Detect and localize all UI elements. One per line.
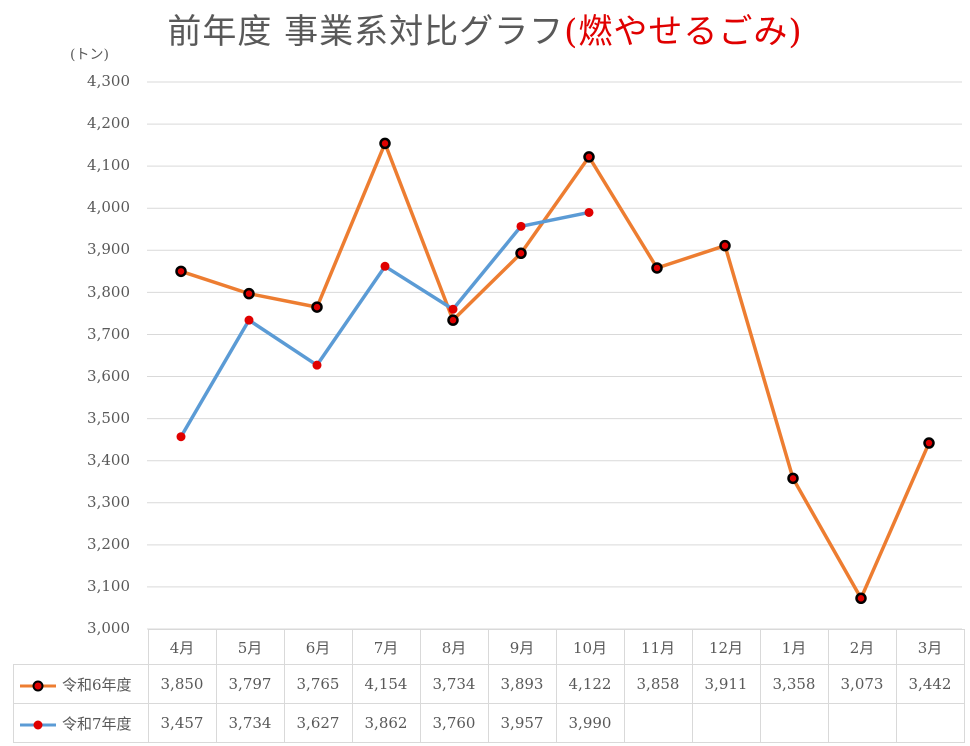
data-point-marker [515,247,527,260]
month-header: 5月 [215,629,285,665]
data-point-marker [787,472,799,485]
y-tick-label: 3,600 [87,366,130,385]
legend-key-blue-icon [20,720,56,729]
value-cell [691,703,761,743]
month-header: 6月 [283,629,353,665]
data-point-marker [243,287,255,300]
chart-title: 前年度 事業系対比グラフ(燃やせるごみ) [0,4,970,53]
data-point-marker [923,437,935,449]
series-label-r6: 令和6年度 [13,664,149,704]
series-label-text: 令和6年度 [62,675,132,694]
data-point-marker [175,265,187,278]
value-cell: 3,734 [215,703,285,743]
value-cell: 3,442 [895,664,965,704]
value-cell: 3,627 [283,703,353,743]
value-cell: 3,893 [487,664,557,704]
data-table-row-r7: 令和7年度 3,457 3,734 3,627 3,862 3,760 3,957 3,99… [13,703,965,743]
value-cell: 4,122 [555,664,625,704]
data-point-marker [584,207,594,217]
month-header: 1月 [759,629,829,665]
y-tick-label: 3,500 [87,408,130,427]
y-tick-label: 3,100 [87,577,130,596]
y-tick-label: 4,300 [87,72,130,90]
value-cell [759,703,829,743]
y-tick-label: 3,700 [87,324,130,343]
value-cell [623,703,693,743]
data-point-marker [244,315,254,325]
y-tick-label: 3,400 [87,450,130,469]
value-cell: 3,457 [147,703,217,743]
data-point-marker [448,304,458,314]
data-point-marker [516,221,526,231]
data-point-marker [380,261,390,271]
value-cell [827,703,897,743]
data-point-marker [855,592,867,605]
value-cell: 3,358 [759,664,829,704]
month-header: 2月 [827,629,897,665]
value-cell: 3,734 [419,664,489,704]
data-point-marker [447,314,459,326]
value-cell: 3,957 [487,703,557,743]
y-tick-label: 3,900 [87,240,130,259]
y-tick-label: 3,300 [87,493,130,511]
y-axis-unit-label: (トン) [70,47,109,63]
series-label-text: 令和7年度 [62,714,132,733]
data-table-header-row: 4月 5月 6月 7月 8月 9月 10月 11月 12月 1月 2月 3月 [13,629,965,665]
month-header: 11月 [623,629,693,665]
value-cell: 3,850 [147,664,217,704]
value-cell: 3,858 [623,664,693,704]
data-point-marker [651,262,663,274]
data-table-row-r6: 令和6年度 3,850 3,797 3,765 4,154 3,734 3,893 4,12… [13,664,965,704]
data-point-marker [719,239,731,252]
chart-title-main: 前年度 事業系対比グラフ [167,12,565,52]
data-table: 4月 5月 6月 7月 8月 9月 10月 11月 12月 1月 2月 3月 令和6年度 3,850 3… [13,629,965,743]
data-point-marker [176,432,186,442]
data-point-marker [311,301,323,313]
y-tick-label: 3,800 [87,282,130,301]
y-tick-label: 4,200 [87,114,130,133]
month-header: 10月 [555,629,625,665]
value-cell: 3,073 [827,664,897,704]
y-tick-label: 3,200 [87,535,130,554]
value-cell: 3,990 [555,703,625,743]
value-cell: 3,911 [691,664,761,704]
value-cell: 4,154 [351,664,421,704]
legend-key-orange-icon [20,680,56,691]
series-label-r7: 令和7年度 [13,703,149,743]
month-header: 3月 [895,629,965,665]
chart-title-accent: (燃やせるごみ) [564,12,803,52]
y-tick-label: 4,000 [87,198,130,217]
y-tick-label: 4,100 [87,156,130,175]
month-header: 7月 [351,629,421,665]
month-header: 8月 [419,629,489,665]
value-cell: 3,797 [215,664,285,704]
data-point-marker [312,360,322,370]
value-cell: 3,862 [351,703,421,743]
data-table-corner [13,629,149,665]
value-cell: 3,765 [283,664,353,704]
month-header: 12月 [691,629,761,665]
series-line-0 [180,141,931,601]
data-point-marker [583,151,595,163]
data-point-marker [379,137,391,150]
value-cell [895,703,965,743]
value-cell: 3,760 [419,703,489,743]
month-header: 4月 [147,629,217,665]
month-header: 9月 [487,629,557,665]
